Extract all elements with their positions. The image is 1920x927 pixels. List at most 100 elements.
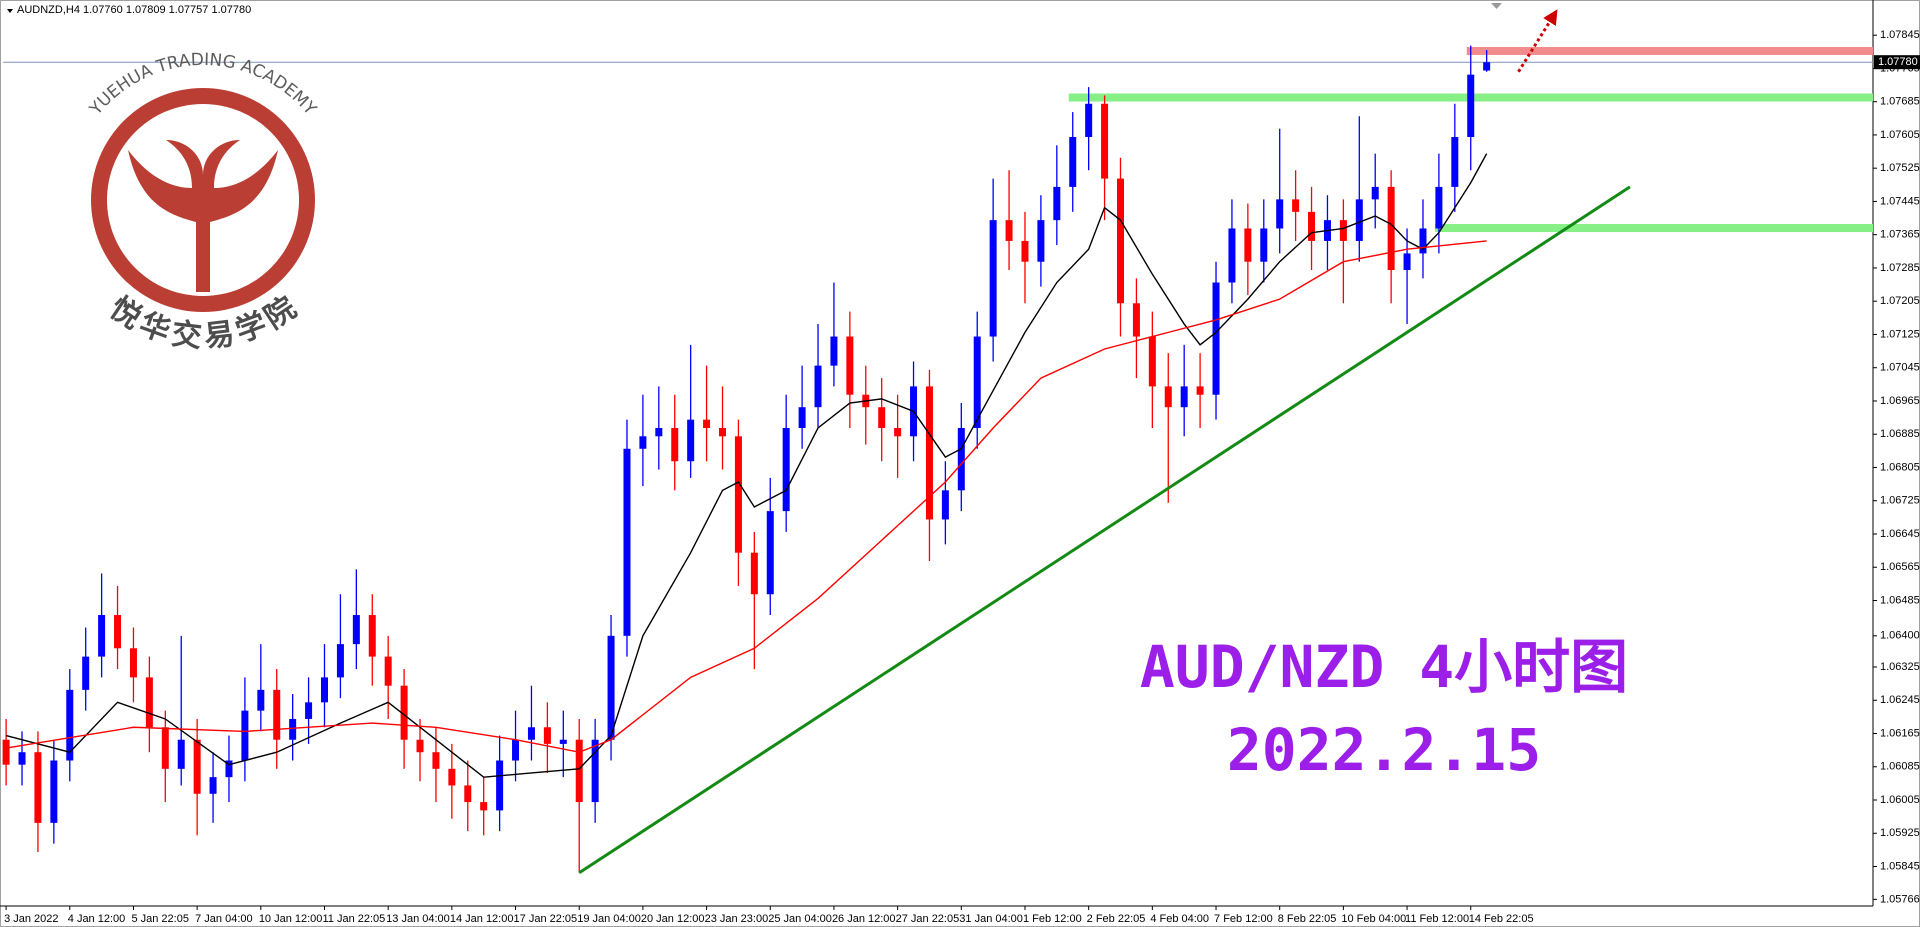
candle-body [114, 615, 122, 649]
x-tick-label: 13 Jan 04:00 [386, 913, 450, 925]
candle-body [1021, 240, 1029, 262]
candle-body [161, 727, 169, 769]
candle-body [719, 427, 726, 437]
annotation-date: 2022.2.15 [1227, 716, 1541, 784]
y-tick-label: 1.06885 [1880, 428, 1920, 440]
y-tick-label: 1.07045 [1880, 362, 1920, 374]
candle-body [464, 785, 472, 803]
candle-body [66, 689, 74, 761]
candle-body [957, 427, 965, 491]
candle-body [129, 648, 137, 678]
candle-body [1403, 253, 1411, 271]
shift-marker [1491, 3, 1502, 9]
candle-body [400, 685, 408, 740]
candle-body [1260, 228, 1268, 262]
candle-body [1228, 228, 1236, 283]
x-tick-label: 2 Feb 22:05 [1087, 913, 1146, 925]
candle-body [480, 802, 488, 811]
candle-body [34, 752, 42, 823]
candle-body [1483, 62, 1491, 71]
level-zone [1466, 46, 1873, 55]
y-tick-label: 1.07525 [1880, 162, 1920, 174]
y-tick-label: 1.06645 [1880, 528, 1920, 540]
candle-body [687, 419, 695, 462]
candle-body [639, 436, 647, 449]
candle-body [1117, 178, 1124, 304]
candle-body [1355, 199, 1363, 241]
x-tick-label: 14 Jan 12:00 [450, 913, 514, 925]
logo-mark [128, 140, 278, 292]
y-tick-label: 1.06165 [1880, 727, 1920, 739]
candle-body [98, 615, 106, 657]
candle-body [734, 436, 742, 553]
candle-body [1451, 137, 1459, 187]
y-tick-label: 1.07605 [1880, 129, 1920, 141]
x-tick-label: 3 Jan 2022 [4, 913, 58, 925]
y-tick-label: 1.06805 [1880, 461, 1920, 473]
y-tick-label: 1.07845 [1880, 29, 1920, 41]
x-tick-label: 20 Jan 12:00 [641, 913, 705, 925]
candle-body [193, 739, 201, 794]
x-tick-label: 10 Jan 12:00 [259, 913, 323, 925]
moving-average [5, 153, 1488, 778]
candle-body [305, 702, 313, 719]
candle-body [1212, 282, 1220, 395]
candle-body [289, 718, 297, 740]
last-price-box [1874, 55, 1920, 70]
y-tick-label: 1.07365 [1880, 229, 1920, 241]
candle-body [209, 777, 217, 794]
candle-body [607, 635, 615, 740]
candle-body [1180, 386, 1188, 408]
candle-body [1037, 220, 1045, 262]
candle-body [368, 615, 376, 657]
candle-body [766, 511, 774, 595]
candle-body [177, 739, 185, 769]
moving-average [5, 240, 1487, 753]
x-tick-label: 19 Jan 04:00 [577, 913, 641, 925]
candle-body [384, 656, 392, 686]
y-tick-label: 1.06400 [1880, 630, 1920, 642]
candle-body [50, 760, 58, 823]
candle-body [241, 710, 249, 761]
x-tick-label: 23 Jan 23:00 [705, 913, 769, 925]
candle-body [591, 739, 599, 803]
candle-body [1196, 386, 1204, 395]
y-tick-label: 1.06725 [1880, 495, 1920, 507]
x-tick-label: 26 Jan 12:00 [832, 913, 896, 925]
header-marker [7, 9, 13, 13]
candle-body [1085, 103, 1093, 138]
candle-body [989, 220, 997, 337]
breakout-arrow [1517, 9, 1558, 73]
candle-body [1101, 103, 1109, 179]
y-tick-label: 1.06325 [1880, 661, 1920, 673]
candle-body [814, 365, 822, 408]
candle-body [273, 689, 281, 740]
candle-body [894, 427, 902, 437]
y-tick-label: 1.05766 [1880, 893, 1920, 905]
candle-body [1339, 220, 1347, 241]
candle-body [878, 407, 886, 428]
candle-body [846, 336, 854, 395]
candle-body [559, 739, 567, 744]
x-tick-label: 17 Jan 22:05 [514, 913, 578, 925]
y-tick-label: 1.06965 [1880, 395, 1920, 407]
y-tick-label: 1.07205 [1880, 295, 1920, 307]
candle-body [671, 427, 679, 462]
y-tick-label: 1.07285 [1880, 262, 1920, 274]
header: AUDNZD,H4 1.07760 1.07809 1.07757 1.0778… [17, 4, 251, 16]
candle-body [941, 490, 949, 520]
x-tick-label: 4 Feb 04:00 [1150, 913, 1209, 925]
candle-body [2, 739, 10, 765]
y-tick-label: 1.06085 [1880, 761, 1920, 773]
candle-body [448, 768, 456, 786]
level-zone [1434, 224, 1873, 233]
candle-body [82, 656, 90, 690]
candle-body [575, 739, 583, 803]
annotation: AUD/NZD 4小时图 [1140, 633, 1628, 701]
x-tick-label: 25 Jan 04:00 [768, 913, 832, 925]
candle-body [623, 448, 631, 636]
candle-body [925, 386, 933, 520]
candle-body [1308, 211, 1316, 241]
